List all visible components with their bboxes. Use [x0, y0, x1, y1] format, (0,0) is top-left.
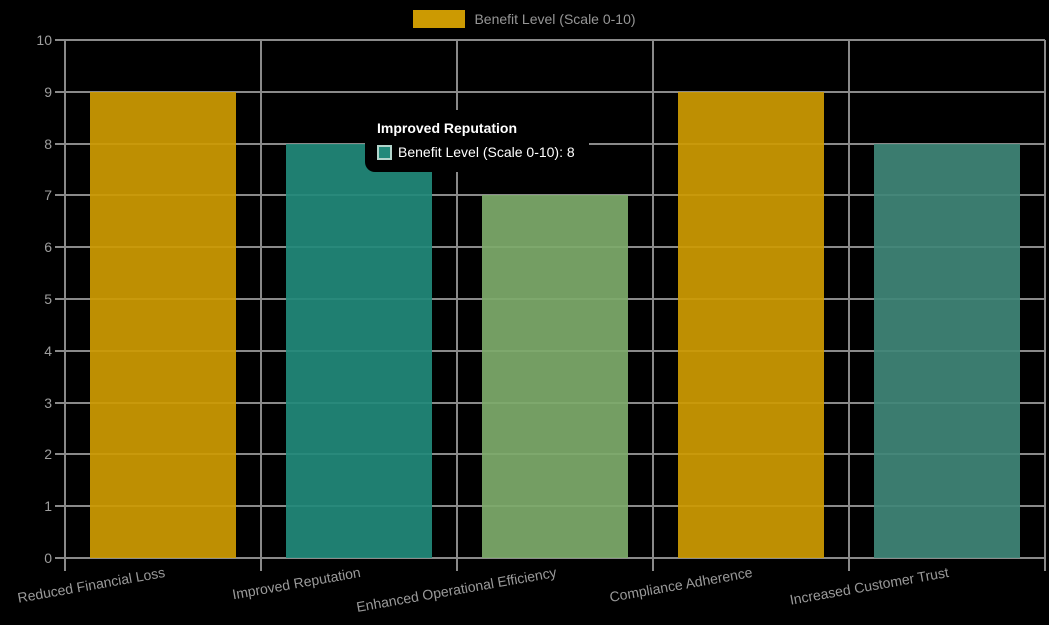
y-axis-tick-label: 8	[44, 135, 52, 152]
y-axis-tick-label: 1	[44, 498, 52, 515]
y-axis-tick-label: 4	[44, 342, 52, 359]
x-axis-category-label: Increased Customer Trust	[788, 564, 950, 608]
x-axis-category-label: Reduced Financial Loss	[15, 564, 166, 606]
bar-reduced-financial-loss[interactable]	[90, 91, 236, 558]
x-gridline	[456, 40, 458, 571]
y-axis-tick-label: 2	[44, 446, 52, 463]
x-gridline	[1044, 40, 1046, 571]
tooltip: Improved Reputation Benefit Level (Scale…	[365, 110, 589, 172]
x-gridline	[652, 40, 654, 571]
x-gridline	[64, 40, 66, 571]
y-axis-tick-label: 5	[44, 291, 52, 307]
x-axis-category-label: Improved Reputation	[231, 564, 362, 603]
tooltip-title: Improved Reputation	[377, 120, 518, 136]
legend-swatch	[413, 10, 466, 28]
x-axis-category-label: Compliance Adherence	[608, 564, 754, 605]
y-axis-tick-label: 9	[44, 83, 52, 100]
tooltip-label: Benefit Level (Scale 0-10): 8	[398, 144, 575, 160]
tooltip-row: Benefit Level (Scale 0-10): 8	[377, 144, 575, 160]
x-gridline	[260, 40, 262, 571]
y-axis-tick-label: 10	[36, 32, 52, 48]
y-axis-tick-label: 6	[44, 239, 52, 256]
bar-compliance-adherence[interactable]	[678, 91, 824, 558]
y-gridline	[55, 557, 1045, 559]
bar-increased-customer-trust[interactable]	[874, 143, 1020, 558]
bar-improved-reputation[interactable]	[286, 143, 432, 558]
legend-label: Benefit Level (Scale 0-10)	[474, 11, 636, 27]
x-gridline	[848, 40, 850, 571]
y-axis-tick-label: 7	[44, 187, 52, 204]
bar-enhanced-operational-efficiency[interactable]	[482, 195, 628, 558]
y-axis-tick-label: 3	[44, 394, 52, 411]
y-axis-tick-label: 0	[44, 550, 52, 566]
y-gridline	[55, 39, 1045, 41]
legend[interactable]: Benefit Level (Scale 0-10)	[0, 8, 1049, 30]
tooltip-swatch-icon	[377, 144, 392, 160]
y-gridline	[55, 90, 1045, 93]
x-axis-category-label: Enhanced Operational Efficiency	[355, 564, 558, 615]
